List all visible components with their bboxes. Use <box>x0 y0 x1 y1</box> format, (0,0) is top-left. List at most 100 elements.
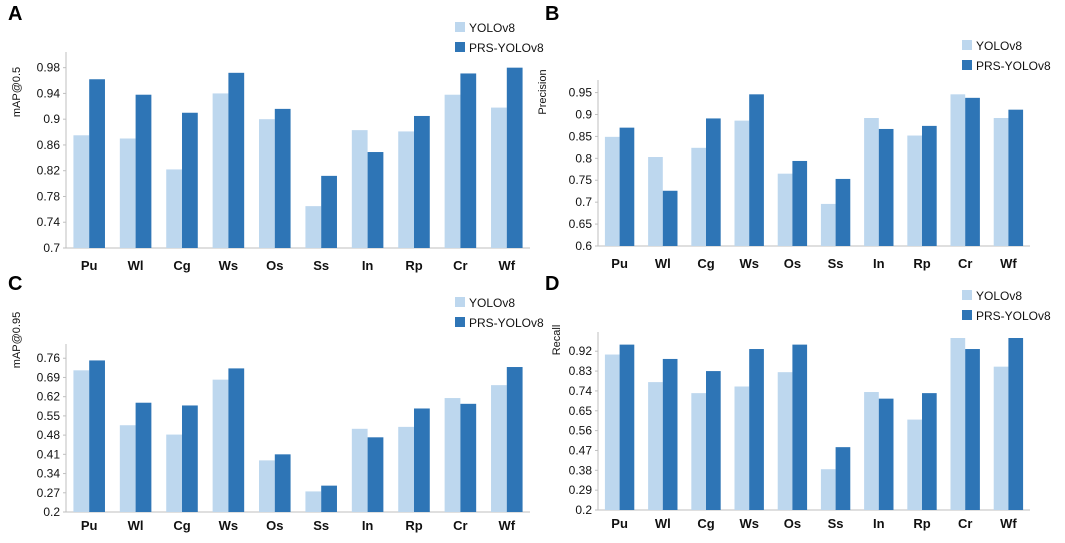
bar-yolov8-cg <box>166 434 182 512</box>
bar-yolov8-wf <box>491 385 507 512</box>
legend-swatch <box>962 310 972 320</box>
y-axis-label: Recall <box>551 325 563 356</box>
y-axis-label: mAP@0.5 <box>11 67 23 117</box>
legend-label: PRS-YOLOv8 <box>976 59 1051 73</box>
y-tick-label: 0.34 <box>37 467 61 481</box>
bar-yolov8-ss <box>305 491 322 512</box>
bar-prs-yolov8-os <box>792 160 808 246</box>
legend-swatch <box>962 290 972 300</box>
bar-yolov8-ss <box>820 469 836 510</box>
x-tick-label: Os <box>784 256 801 271</box>
bar-prs-yolov8-wf <box>1008 338 1024 510</box>
bar-yolov8-cg <box>166 169 182 248</box>
x-tick-label: Ss <box>828 256 844 271</box>
y-tick-label: 0.75 <box>569 173 593 187</box>
panel-letter: A <box>8 3 22 25</box>
y-tick-label: 0.7 <box>43 241 60 255</box>
bar-prs-yolov8-cg <box>182 405 198 512</box>
legend-label: YOLOv8 <box>469 296 515 310</box>
x-tick-label: In <box>362 258 374 273</box>
x-tick-label: Rp <box>405 258 422 273</box>
x-tick-label: Rp <box>405 518 422 533</box>
y-tick-label: 0.65 <box>569 404 593 418</box>
bar-yolov8-in <box>864 392 879 510</box>
x-tick-label: Ss <box>828 516 844 531</box>
bar-prs-yolov8-pu <box>89 79 105 248</box>
x-tick-label: In <box>873 256 885 271</box>
y-tick-label: 0.86 <box>37 138 61 152</box>
x-tick-label: Ss <box>313 258 329 273</box>
bar-yolov8-pu <box>73 135 90 248</box>
x-tick-label: Cr <box>958 256 972 271</box>
bar-prs-yolov8-wl <box>662 190 678 246</box>
y-tick-label: 0.76 <box>37 351 61 365</box>
y-tick-label: 0.78 <box>37 189 61 203</box>
bar-yolov8-pu <box>604 354 620 510</box>
y-tick-label: 0.95 <box>569 86 593 100</box>
bar-prs-yolov8-os <box>792 344 808 510</box>
bar-prs-yolov8-ss <box>321 175 337 248</box>
panel-letter: D <box>545 273 559 295</box>
bar-yolov8-cr <box>444 94 461 249</box>
y-tick-label: 0.48 <box>37 428 61 442</box>
bar-prs-yolov8-in <box>878 128 894 246</box>
y-tick-label: 0.74 <box>569 384 593 398</box>
x-tick-label: Cr <box>958 516 972 531</box>
legend-label: PRS-YOLOv8 <box>469 41 544 55</box>
bar-yolov8-rp <box>907 135 922 246</box>
bar-prs-yolov8-wf <box>506 367 523 512</box>
legend-swatch <box>455 22 465 32</box>
x-tick-label: Wl <box>655 516 671 531</box>
y-tick-label: 0.65 <box>569 217 593 231</box>
bar-prs-yolov8-ws <box>749 94 764 246</box>
bar-yolov8-rp <box>398 131 414 248</box>
bar-yolov8-os <box>777 173 793 246</box>
bar-prs-yolov8-in <box>367 152 384 248</box>
x-tick-label: Ws <box>739 516 759 531</box>
x-tick-label: Pu <box>611 256 628 271</box>
bar-prs-yolov8-rp <box>922 125 937 246</box>
bar-prs-yolov8-wf <box>506 67 523 249</box>
y-tick-label: 0.7 <box>575 195 592 209</box>
x-tick-label: Ss <box>313 518 329 533</box>
y-axis-label: mAP@0.95 <box>11 312 23 368</box>
bar-prs-yolov8-wl <box>135 94 152 249</box>
y-tick-label: 0.55 <box>37 409 61 423</box>
x-tick-label: Cg <box>173 518 190 533</box>
y-tick-label: 0.8 <box>575 151 592 165</box>
bar-prs-yolov8-cg <box>706 371 721 510</box>
bar-prs-yolov8-pu <box>89 360 105 512</box>
chart-panel-b: B Precision 0.6 0.65 0.7 0.75 0.8 0.85 0.9 0.95 Pu… <box>537 3 1051 271</box>
bar-yolov8-os <box>777 372 793 510</box>
x-tick-label: Wl <box>128 258 144 273</box>
bar-yolov8-ws <box>734 386 750 510</box>
bar-yolov8-ws <box>734 120 750 246</box>
y-tick-label: 0.62 <box>37 390 61 404</box>
bar-yolov8-wl <box>648 157 663 246</box>
bar-yolov8-wl <box>119 138 136 248</box>
y-tick-label: 0.74 <box>37 215 61 229</box>
y-tick-label: 0.98 <box>37 61 61 75</box>
y-tick-label: 0.82 <box>37 164 61 178</box>
x-tick-label: Wl <box>655 256 671 271</box>
x-tick-label: Wf <box>498 258 515 273</box>
bar-prs-yolov8-ws <box>228 368 245 512</box>
legend-swatch <box>962 60 972 70</box>
bar-prs-yolov8-pu <box>619 127 635 246</box>
x-tick-label: Pu <box>81 518 98 533</box>
y-tick-label: 0.92 <box>569 344 593 358</box>
bar-yolov8-pu <box>73 370 90 512</box>
x-tick-label: Rp <box>913 516 930 531</box>
bar-prs-yolov8-wf <box>1008 109 1024 246</box>
bar-prs-yolov8-rp <box>922 393 937 510</box>
bar-prs-yolov8-wl <box>662 358 678 510</box>
y-tick-label: 0.29 <box>569 483 593 497</box>
y-axis-label: Precision <box>537 69 549 114</box>
bar-yolov8-in <box>351 130 368 248</box>
bar-yolov8-cr <box>950 94 966 246</box>
bar-prs-yolov8-cg <box>706 118 721 246</box>
x-tick-label: Cg <box>173 258 190 273</box>
x-tick-label: Wf <box>1000 256 1017 271</box>
bar-prs-yolov8-cr <box>460 403 477 512</box>
